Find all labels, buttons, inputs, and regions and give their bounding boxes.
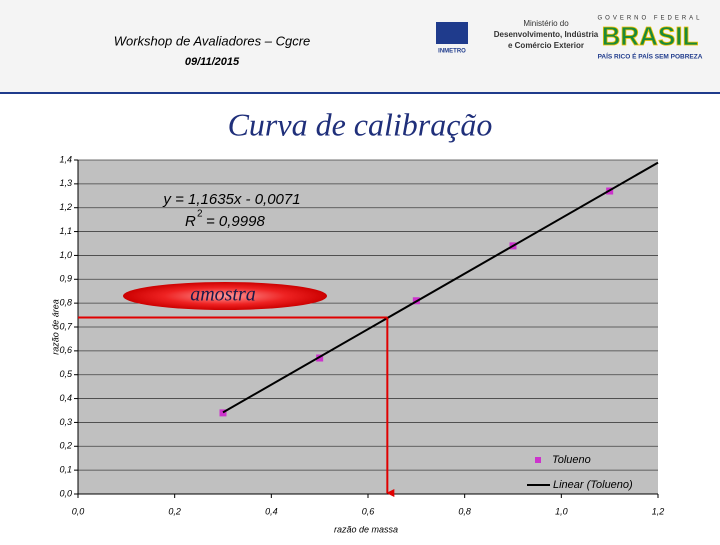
chart-title: Curva de calibração [228,106,493,142]
government-label: GOVERNO FEDERAL [597,16,702,22]
inmetro-label: INMETRO [438,49,466,55]
y-tick-label: 0,2 [59,441,72,451]
y-tick-label: 0,7 [59,321,73,331]
event-title: Workshop de Avaliadores – Cgcre [114,33,311,48]
y-tick-label: 1,3 [59,178,72,188]
y-tick-label: 1,4 [59,154,72,164]
ministry-line: e Comércio Exterior [508,41,584,50]
x-tick-label: 1,0 [555,506,568,516]
x-tick-label: 0,0 [72,506,85,516]
annotation: amostra [190,284,256,306]
r2-symbol: R [185,213,196,230]
marks: Tolueno Linear (Tolueno) [78,161,659,497]
event-date: 09/11/2015 [185,56,240,68]
y-tick-label: 0,3 [59,417,72,427]
r2-value: = 0,9998 [206,213,265,230]
y-tick-label: 0,8 [59,298,72,308]
y-tick-label: 0,1 [59,465,72,475]
ministry-line: Desenvolvimento, Indústria [494,30,599,39]
x-tick-label: 0,2 [168,506,181,516]
data-point [219,409,227,417]
x-tick-label: 0,6 [362,506,375,516]
slogan: PAÍS RICO É PAÍS SEM POBREZA [598,52,703,61]
y-tick-label: 0,9 [59,274,72,284]
x-tick-label: 1,2 [652,506,665,516]
legend-label: Tolueno [552,454,591,466]
x-tick-label: 0,4 [265,506,278,516]
annotation-ellipse [123,282,327,310]
y-tick-label: 0,0 [59,488,72,498]
y-tick-label: 0,5 [59,369,73,379]
inmetro-logo [436,22,468,44]
legend-label: Linear (Tolueno) [553,479,633,491]
y-tick-label: 0,4 [59,393,72,403]
ministry-line: Ministério do [523,19,569,28]
legend-key [535,457,541,463]
header-band [0,0,720,92]
r2-power: 2 [197,209,203,220]
country-logo: BRASIL [602,21,699,51]
grid: 0,0 0,1 0,2 0,3 0,4 0,5 0,6 0,7 0,8 0,9 1,0 1,1 1,2 1… [59,154,664,516]
x-axis-label: razão de massa [334,524,398,534]
x-tick-label: 0,8 [458,506,471,516]
y-tick-label: 1,0 [59,250,72,260]
y-tick-label: 1,1 [59,226,72,236]
y-axis-label: razão de área [50,299,60,355]
trend-line [222,161,659,414]
y-tick-label: 0,6 [59,345,72,355]
y-tick-label: 1,2 [59,202,72,212]
equation: y = 1,1635x - 0,0071 [162,191,300,208]
